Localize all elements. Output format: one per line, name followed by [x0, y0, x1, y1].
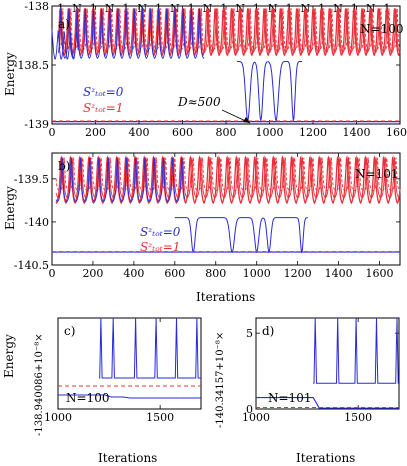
panel-b-xtick-label-1200: 1200 [284, 267, 312, 280]
panel-a-ylabel: Energy [3, 52, 17, 96]
panel-b-xtick-label-200: 200 [82, 267, 103, 280]
panel-c-data [58, 317, 201, 399]
panel-b-chart: 0 200 400 600 800 1000 1200 1400 1600 -140.5 -140 -… [3, 152, 401, 304]
panel-a-xtick-label-0: 0 [49, 126, 56, 139]
panel-a-xtick-label-1600: 1600 [386, 126, 407, 139]
panel-b-label: b) [58, 159, 70, 173]
panel-c-frame [57, 317, 202, 410]
panel-c-xtick-label-1000: 1000 [44, 411, 72, 424]
panel-a-ytick-label--139: -139 [24, 118, 49, 131]
panel-b-ytick-label--139.5: -139.5 [14, 173, 49, 186]
panel-d-series-blue-spikes [313, 317, 399, 384]
panel-a-legend-s0: Sᶻₜₒₜ=0 [83, 85, 124, 99]
panel-a-series-red-band-0 [57, 8, 401, 56]
panel-d-xlabel: Iterations [296, 451, 355, 465]
panel-c-series-blue-ground [58, 394, 201, 399]
panel-b-xtick-label-1400: 1400 [325, 267, 353, 280]
panel-d-frame [255, 317, 400, 410]
panel-b-frame [51, 152, 401, 266]
panel-b-data [52, 155, 401, 254]
panel-c-ylabel: Energy [2, 334, 16, 378]
panel-d-series-blue-ground [256, 397, 399, 409]
panel-d-data [256, 317, 399, 409]
panel-c-yoffset: -138.940086+10⁻⁸× [34, 333, 45, 436]
panel-c-title: N=100 [66, 391, 109, 405]
panel-a-xtick-label-1000: 1000 [256, 126, 284, 139]
panel-b-series-blue-spikes [55, 157, 186, 203]
panel-b-legend-s0: Sᶻₜₒₜ=0 [140, 225, 181, 239]
panel-a-top-label-N: N [301, 2, 311, 15]
panel-a-xtick-label-1200: 1200 [299, 126, 327, 139]
panel-a-xtick-label-400: 400 [129, 126, 150, 139]
panel-b-ytick-label--140.5: -140.5 [14, 259, 49, 272]
panel-c-xlabel: Iterations [98, 451, 157, 465]
panel-c-ticks: 1000 1500 [44, 318, 174, 424]
panel-a-series-red-band-2 [58, 8, 401, 50]
panel-b-xtick-label-0: 0 [49, 267, 56, 280]
panel-a-annotation-arrowhead [243, 117, 250, 123]
panel-a-data [51, 8, 401, 123]
panel-b-ticks: 0 200 400 600 800 1000 1200 1400 1600 -140.5 -140 -… [14, 153, 400, 280]
panel-a-series-blue-early [51, 29, 79, 60]
panel-d-xtick-label-1000: 1000 [242, 411, 270, 424]
panel-d-title: N=101 [268, 391, 311, 405]
panel-b-xtick-label-600: 600 [164, 267, 185, 280]
panel-d-xtick-label-1500: 1500 [344, 411, 372, 424]
panel-d-ytick-label-5: 5 [246, 327, 253, 340]
panel-a-top-label-N: N [203, 2, 213, 15]
panel-d-chart: 1000 1500 0 5 d) N=101 -140.34157+10⁻⁸× Ite… [215, 317, 400, 465]
panel-a-top-label-N: N [268, 2, 278, 15]
panel-b-xtick-label-1000: 1000 [243, 267, 271, 280]
panel-c-chart: 1000 1500 c) N=100 Energy -138.940086+10⁻… [2, 317, 202, 465]
panel-a-top-label-N: N [333, 2, 343, 15]
panel-a-xtick-label-1400: 1400 [343, 126, 371, 139]
panel-d-ticks: 1000 1500 0 5 [242, 318, 399, 424]
panel-b-series-red-band-1 [55, 157, 401, 199]
panel-b-xlabel: Iterations [196, 290, 255, 304]
panel-a-ytick-label--138.5: -138.5 [14, 59, 49, 72]
panel-a-xtick-label-200: 200 [85, 126, 106, 139]
panel-d-label: d) [262, 324, 274, 338]
panel-a-legend-s1: Sᶻₜₒₜ=1 [83, 101, 123, 115]
panel-a-label: a) [58, 17, 70, 31]
panel-b-title: N=101 [355, 167, 398, 181]
panel-b-series-blue-dips [174, 217, 308, 254]
panel-a-xtick-label-800: 800 [216, 126, 237, 139]
panel-b-xtick-label-1600: 1600 [366, 267, 394, 280]
panel-a-top-label-N: N [366, 2, 376, 15]
panel-a-title: N=100 [360, 22, 403, 36]
panel-b-ytick-label--140: -140 [24, 216, 49, 229]
panel-c-xtick-label-1500: 1500 [146, 411, 174, 424]
panel-b-xtick-label-400: 400 [123, 267, 144, 280]
panel-a-series-blue-dips [236, 61, 303, 123]
panel-b-legend-s1: Sᶻₜₒₜ=1 [140, 240, 180, 254]
panel-a-annotation: D≈500 [177, 95, 221, 109]
panel-a-series-blue-spikes [58, 8, 205, 59]
panel-b-xtick-label-800: 800 [205, 267, 226, 280]
panel-a-ytick-label--138: -138 [24, 0, 49, 13]
panel-d-yoffset: -140.34157+10⁻⁸× [215, 332, 226, 428]
panel-a-xtick-label-600: 600 [172, 126, 193, 139]
panel-a-ticks: 0 200 400 600 800 1000 1200 1400 1600 -139 -138.5 -… [14, 0, 407, 139]
panel-b-ylabel: Energy [3, 186, 17, 230]
panel-c-series-blue-spikes [98, 317, 201, 379]
panel-a-top-label-N: N [235, 2, 245, 15]
panel-c-label: c) [64, 324, 75, 338]
panel-b-series-red-band-2 [55, 157, 401, 192]
panel-d-ytick-label-0: 0 [246, 403, 253, 416]
